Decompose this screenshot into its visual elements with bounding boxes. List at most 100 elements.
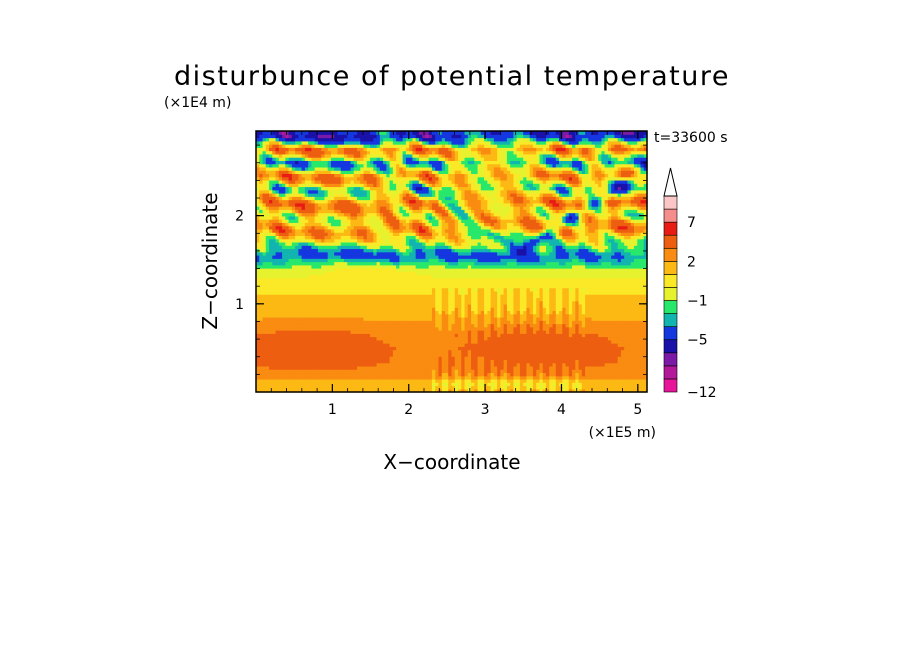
contour-cell — [461, 290, 466, 295]
contour-cell — [559, 294, 563, 298]
contour-cell — [425, 310, 430, 315]
contour-cell — [373, 258, 378, 263]
contour-cell — [350, 339, 355, 344]
contour-cell — [529, 323, 534, 328]
contour-cell — [620, 281, 625, 285]
contour-cell — [448, 268, 453, 272]
contour-cell — [471, 343, 475, 347]
contour-cell — [444, 378, 449, 383]
contour-cell — [643, 300, 648, 305]
contour-cell — [588, 369, 593, 374]
contour-cell — [493, 297, 498, 302]
contour-cell — [350, 316, 355, 321]
contour-cell — [415, 372, 420, 377]
contour-cell — [360, 261, 365, 266]
contour-cell — [444, 261, 449, 266]
contour-cell — [291, 333, 296, 338]
contour-cell — [438, 365, 443, 370]
contour-cell — [620, 365, 625, 370]
contour-cell — [598, 369, 602, 374]
contour-cell — [347, 339, 352, 344]
contour-cell — [630, 349, 635, 354]
contour-cell — [337, 297, 342, 302]
contour-cell — [500, 307, 505, 312]
contour-cell — [402, 382, 407, 387]
contour-cell — [415, 320, 420, 325]
contour-cell — [278, 326, 283, 331]
contour-cell — [428, 359, 433, 364]
contour-cell — [334, 281, 339, 285]
contour-cell — [357, 307, 361, 312]
contour-cell — [288, 323, 293, 328]
contour-cell — [405, 346, 410, 351]
contour-cell — [581, 375, 586, 380]
contour-cell — [497, 375, 501, 380]
contour-cell — [591, 268, 596, 272]
contour-cell — [295, 277, 299, 282]
contour-cell — [265, 369, 270, 374]
contour-cell — [539, 352, 544, 357]
contour-cell — [601, 313, 606, 318]
contour-cell — [627, 375, 632, 380]
contour-cell — [516, 271, 521, 276]
contour-cell — [389, 362, 394, 367]
contour-cell — [519, 369, 524, 374]
contour-cell — [330, 336, 335, 341]
contour-cell — [444, 326, 449, 331]
contour-cell — [477, 326, 482, 331]
contour-cell — [275, 297, 280, 302]
contour-cell — [366, 264, 371, 269]
contour-cell — [549, 310, 554, 315]
contour-cell — [275, 254, 280, 259]
contour-cell — [428, 261, 433, 266]
contour-cell — [477, 385, 482, 390]
contour-cell — [425, 303, 430, 308]
contour-cell — [383, 307, 387, 312]
contour-cell — [298, 313, 303, 318]
contour-cell — [256, 378, 260, 383]
contour-cell — [598, 349, 602, 354]
contour-cell — [539, 320, 544, 325]
contour-cell — [503, 316, 508, 321]
contour-cell — [327, 287, 332, 292]
contour-cell — [412, 382, 417, 387]
contour-cell — [288, 313, 293, 318]
contour-cell — [519, 307, 524, 312]
contour-cell — [451, 284, 456, 289]
contour-cell — [376, 310, 381, 315]
contour-cell — [366, 290, 371, 295]
contour-cell — [497, 326, 501, 331]
contour-cell — [285, 382, 290, 387]
contour-cell — [334, 343, 339, 347]
contour-cell — [412, 313, 417, 318]
contour-cell — [265, 378, 270, 383]
contour-cell — [513, 264, 518, 269]
contour-cell — [555, 382, 560, 387]
contour-cell — [516, 356, 521, 360]
contour-cell — [474, 254, 479, 259]
contour-cell — [295, 268, 299, 272]
contour-cell — [562, 268, 567, 272]
contour-cell — [298, 369, 303, 374]
contour-cell — [308, 320, 312, 325]
contour-cell — [340, 339, 345, 344]
contour-cell — [360, 326, 365, 331]
contour-cell — [467, 352, 472, 357]
contour-cell — [497, 365, 501, 370]
contour-cell — [630, 310, 635, 315]
contour-cell — [412, 287, 417, 292]
contour-cell — [630, 365, 635, 370]
contour-cell — [386, 271, 391, 276]
contour-cell — [295, 261, 299, 266]
contour-cell — [301, 352, 306, 357]
contour-cell — [555, 365, 560, 370]
contour-cell — [604, 310, 609, 315]
contour-cell — [337, 320, 342, 325]
contour-cell — [500, 281, 505, 285]
contour-cell — [314, 284, 319, 289]
contour-cell — [643, 378, 648, 383]
contour-cell — [347, 388, 352, 393]
contour-cell — [389, 261, 394, 266]
contour-cell — [572, 330, 576, 334]
contour-cell — [324, 343, 329, 347]
